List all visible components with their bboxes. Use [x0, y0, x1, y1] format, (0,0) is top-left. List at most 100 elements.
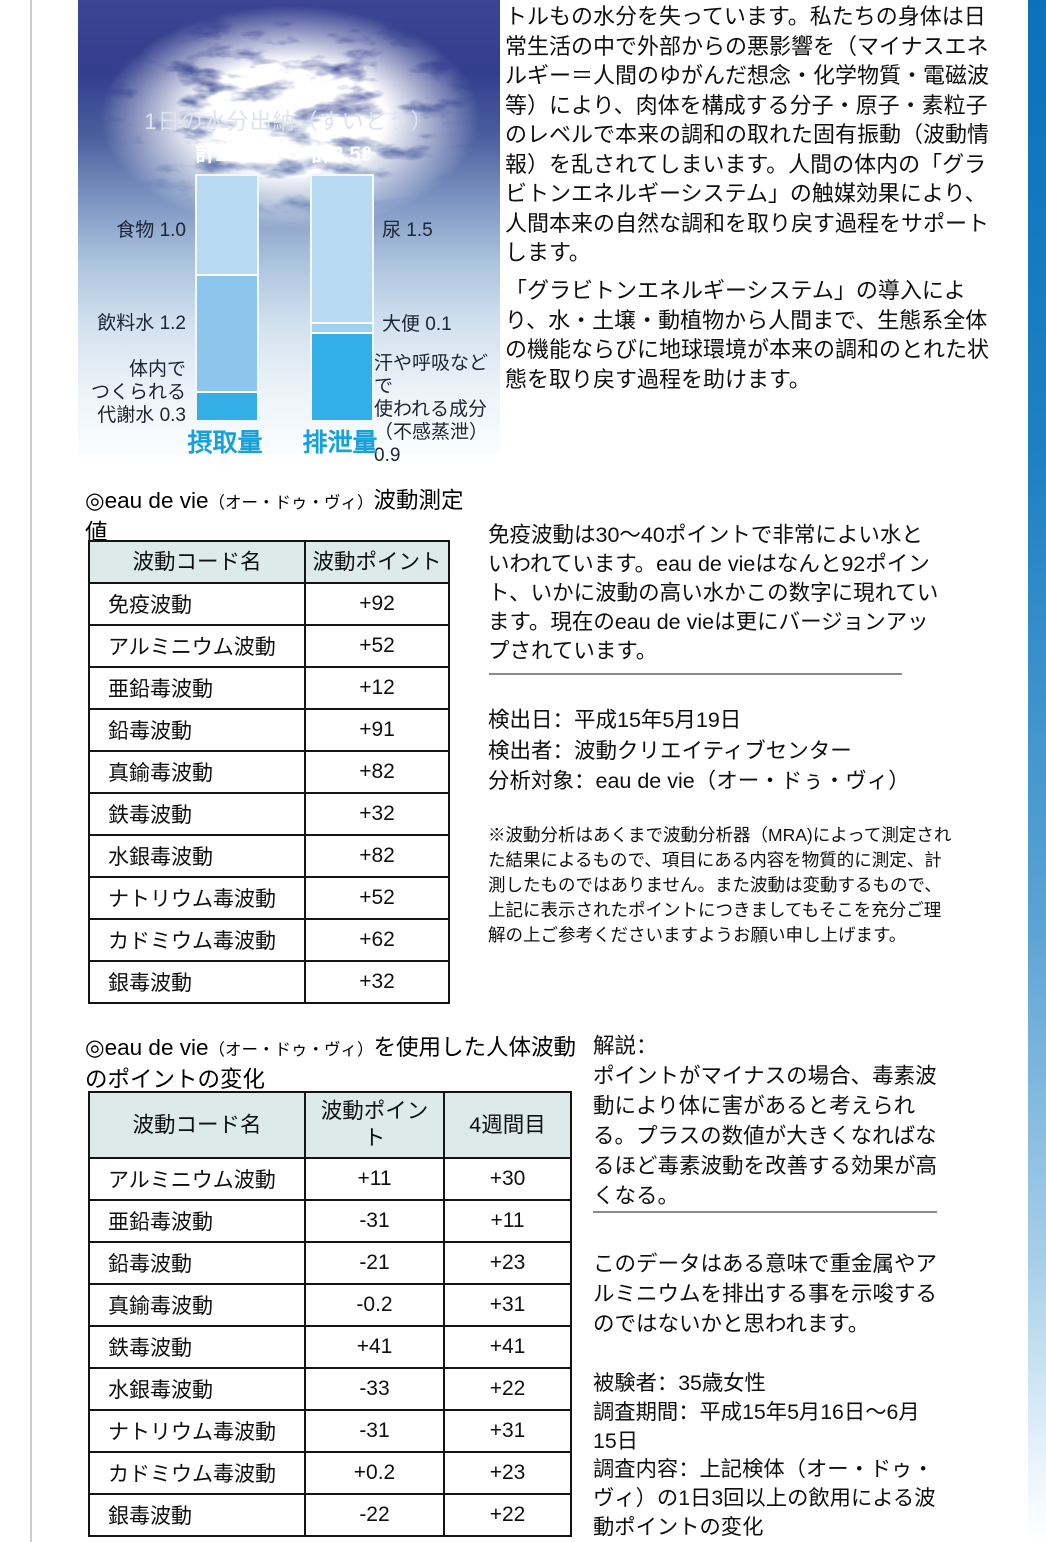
table-row: 銀毒波動 -22 +22	[88, 1493, 572, 1537]
output-stacked-bar	[310, 174, 374, 422]
section1-heading: ◎eau de vie（オー・ドゥ・ヴィ）波動測定 値	[85, 486, 515, 550]
points-cell: +52	[304, 624, 450, 668]
week4-cell: +31	[443, 1283, 572, 1327]
output-urine-segment	[312, 176, 372, 322]
label-feces: 大便 0.1	[382, 314, 452, 335]
code-name-cell: カドミウム毒波動	[88, 1451, 306, 1495]
column-header-week4: 4週間目	[443, 1091, 572, 1159]
label-metabolic: 体内で つくられる 代謝水 0.3	[90, 359, 186, 426]
section2-heading-rest: を使用した人体波動 のポイントの変化	[85, 1035, 576, 1092]
table-header-row: 波動コード名 波動ポイン ト 4週間目	[88, 1091, 572, 1159]
code-name-cell: カドミウム毒波動	[88, 918, 306, 962]
section2-explanation: 解説： ポイントがマイナスの場合、毒素波 動により体に害があると考えられ る。プ…	[593, 1034, 938, 1208]
code-name-cell: 真鍮毒波動	[88, 1283, 306, 1327]
code-name-cell: ナトリウム毒波動	[88, 1409, 306, 1453]
intake-food-segment	[197, 176, 257, 274]
table-row: 鉛毒波動 +91	[88, 708, 450, 752]
points-cell: -21	[304, 1241, 445, 1285]
week4-cell: +23	[443, 1241, 572, 1285]
week4-cell: +31	[443, 1409, 572, 1453]
label-urine: 尿 1.5	[382, 220, 433, 241]
column-header-points: 波動ポイント	[304, 540, 450, 584]
intake-drink-segment	[197, 274, 257, 391]
code-name-cell: 鉄毒波動	[88, 1325, 306, 1369]
points-cell: +0.2	[304, 1451, 445, 1495]
column-header-code: 波動コード名	[88, 1091, 306, 1159]
section1-heading-rest: 波動測定 値	[85, 488, 464, 545]
table-row: カドミウム毒波動 +0.2 +23	[88, 1451, 572, 1495]
table-row: 鉄毒波動 +41 +41	[88, 1325, 572, 1369]
section2-subject-info: 被験者：35歳女性 調査期間：平成15年5月16日～6月 15日 調査内容：上記…	[593, 1371, 936, 1539]
code-name-cell: 水銀毒波動	[88, 1367, 306, 1411]
table-row: 免疫波動 +92	[88, 582, 450, 626]
table-row: ナトリウム毒波動 +52	[88, 876, 450, 920]
code-name-cell: 亜鉛毒波動	[88, 1199, 306, 1243]
table-row: アルミニウム波動 +52	[88, 624, 450, 668]
code-name-cell: ナトリウム毒波動	[88, 876, 306, 920]
intake-axis-label: 摂取量	[187, 429, 263, 457]
water-balance-figure: 1日の水分出納（すいとう） 計2.5ℓ 計2.5ℓ 食物 1.0 飲料水 1.2…	[78, 0, 500, 466]
points-cell: +41	[304, 1325, 445, 1369]
label-food: 食物 1.0	[116, 220, 186, 241]
table-row: 水銀毒波動 +82	[88, 834, 450, 878]
section2-implication: このデータはある意味で重金属やア ルミニウムを排出する事を示唆する のではないか…	[593, 1252, 938, 1336]
table-row: 銀毒波動 +32	[88, 960, 450, 1004]
table-row: ナトリウム毒波動 -31 +31	[88, 1409, 572, 1453]
column-header-code: 波動コード名	[88, 540, 306, 584]
intake-metabolic-segment	[197, 391, 257, 420]
code-name-cell: 亜鉛毒波動	[88, 666, 306, 710]
section2-divider	[593, 1211, 937, 1213]
table-header-row: 波動コード名 波動ポイント	[88, 540, 450, 584]
intake-stacked-bar	[195, 174, 259, 422]
output-sweat-segment	[312, 332, 372, 420]
left-border-rule	[30, 0, 32, 1542]
points-cell: -31	[304, 1199, 445, 1243]
figure-title: 1日の水分出納（すいとう）	[144, 109, 434, 134]
intake-total-label: 計2.5ℓ	[194, 143, 256, 166]
points-cell: +92	[304, 582, 450, 626]
points-cell: -31	[304, 1409, 445, 1453]
table-row: 真鍮毒波動 -0.2 +31	[88, 1283, 572, 1327]
code-name-cell: 鉄毒波動	[88, 792, 306, 836]
week4-cell: +22	[443, 1367, 572, 1411]
week4-cell: +23	[443, 1451, 572, 1495]
table-row: 鉄毒波動 +32	[88, 792, 450, 836]
body-wave-change-table: 波動コード名 波動ポイン ト 4週間目 アルミニウム波動 +11 +30 亜鉛毒波動…	[88, 1091, 572, 1537]
week4-cell: +22	[443, 1493, 572, 1537]
output-feces-segment	[312, 322, 372, 332]
week4-cell: +30	[443, 1157, 572, 1201]
table-row: アルミニウム波動 +11 +30	[88, 1157, 572, 1201]
section1-divider	[489, 673, 902, 675]
points-cell: +82	[304, 834, 450, 878]
right-blue-band	[1028, 0, 1046, 1542]
wave-measurement-table: 波動コード名 波動ポイント 免疫波動 +92 アルミニウム波動 +52 亜鉛毒波動 +…	[88, 540, 450, 1004]
code-name-cell: アルミニウム波動	[88, 624, 306, 668]
code-name-cell: 銀毒波動	[88, 960, 306, 1004]
intro-paragraph-1: トルもの水分を失っています。私たちの身体は日 常生活の中で外部からの悪影響を（マ…	[505, 4, 990, 265]
points-cell: +32	[304, 792, 450, 836]
column-header-points: 波動ポイン ト	[304, 1091, 445, 1159]
points-cell: +91	[304, 708, 450, 752]
label-drink: 飲料水 1.2	[97, 313, 186, 334]
code-name-cell: 水銀毒波動	[88, 834, 306, 878]
code-name-cell: 免疫波動	[88, 582, 306, 626]
table-row: カドミウム毒波動 +62	[88, 918, 450, 962]
points-cell: -0.2	[304, 1283, 445, 1327]
section1-disclaimer-note: ※波動分析はあくまで波動分析器（MRA)によって測定され た結果によるもので、項…	[488, 825, 952, 945]
section2-heading: ◎eau de vie（オー・ドゥ・ヴィ）を使用した人体波動 のポイントの変化	[85, 1033, 605, 1097]
section1-detection-info: 検出日：平成15年5月19日 検出者：波動クリエイティブセンター 分析対象：ea…	[488, 708, 910, 793]
code-name-cell: アルミニウム波動	[88, 1157, 306, 1201]
label-sweat: 汗や呼吸などで 使われる成分 （不感蒸泄） 0.9	[374, 353, 489, 466]
week4-cell: +11	[443, 1199, 572, 1243]
table-row: 鉛毒波動 -21 +23	[88, 1241, 572, 1285]
points-cell: +82	[304, 750, 450, 794]
points-cell: +12	[304, 666, 450, 710]
points-cell: +32	[304, 960, 450, 1004]
table-row: 真鍮毒波動 +82	[88, 750, 450, 794]
section1-heading-latin: ◎eau de vie	[85, 488, 209, 513]
code-name-cell: 真鍮毒波動	[88, 750, 306, 794]
code-name-cell: 鉛毒波動	[88, 708, 306, 752]
table-row: 亜鉛毒波動 +12	[88, 666, 450, 710]
points-cell: +62	[304, 918, 450, 962]
